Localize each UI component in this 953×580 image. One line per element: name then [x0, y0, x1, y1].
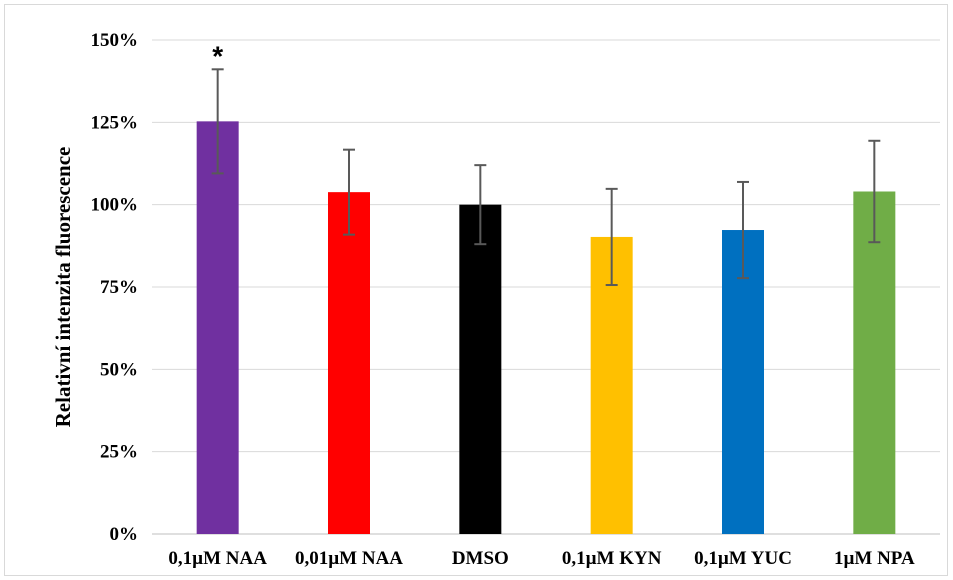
gridlines [152, 39, 940, 535]
annotations: * [212, 40, 223, 71]
y-tick-label: 50% [100, 359, 138, 380]
x-tick-label: 0,01µM NAA [295, 548, 403, 569]
x-tick-label: 0,1µM KYN [562, 548, 662, 569]
error-bar [868, 139, 881, 244]
bar [590, 236, 633, 534]
y-tick-label: 125% [91, 112, 139, 133]
error-bar [605, 187, 618, 287]
x-tick-label: 0,1µM NAA [168, 548, 267, 569]
x-tick-label: DMSO [452, 548, 509, 569]
error-bar [343, 148, 355, 236]
y-tick-label: 25% [100, 442, 138, 463]
bar [853, 191, 896, 534]
y-axis-label: Relativní intenzita fluorescence [51, 147, 75, 428]
x-tick-label: 0,1µM YUC [694, 548, 792, 569]
error-bars [211, 68, 881, 287]
x-tick-label: 1µM NPA [834, 548, 915, 569]
bar [196, 121, 239, 534]
y-tick-label: 0% [110, 524, 139, 545]
bar [722, 230, 764, 534]
y-tick-label: 75% [100, 277, 138, 298]
bar [459, 204, 502, 534]
x-tick-labels: 0,1µM NAA 0,01µM NAA DMSO 0,1µM KYN 0,1µM YU… [168, 548, 915, 569]
significance-marker: * [212, 40, 223, 71]
bar [328, 192, 370, 535]
y-tick-label: 100% [91, 195, 139, 216]
y-tick-label: 150% [91, 30, 139, 51]
error-bar [737, 180, 749, 280]
error-bar [211, 68, 224, 175]
error-bar [474, 164, 487, 246]
y-tick-labels: 0% 25% 50% 75% 100% 125% 150% [91, 30, 139, 545]
bars [196, 121, 896, 535]
